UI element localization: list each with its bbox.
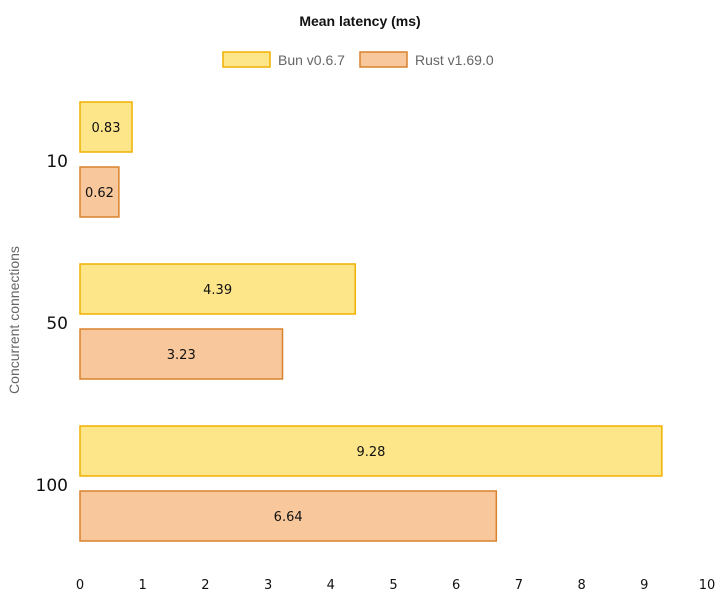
- data-label-rust-10: 0.62: [85, 186, 114, 201]
- category-label-100: 100: [36, 476, 68, 496]
- x-axis-ticks: 0 1 2 3 4 5 6 7 8 9 10: [76, 578, 715, 593]
- x-tick-label-5: 5: [389, 578, 397, 593]
- x-tick-label-4: 4: [327, 578, 335, 593]
- chart-title: Mean latency (ms): [299, 13, 420, 29]
- bar-bun-100[interactable]: [79, 425, 663, 477]
- legend-item-bun[interactable]: Bun v0.6.7: [222, 51, 345, 68]
- legend-swatch-bun: [222, 51, 271, 68]
- category-label-50: 50: [46, 314, 68, 334]
- legend-label-bun: Bun v0.6.7: [278, 52, 345, 68]
- bar-rust-50[interactable]: [79, 328, 284, 380]
- legend-label-rust: Rust v1.69.0: [415, 52, 494, 68]
- x-tick-label-2: 2: [201, 578, 209, 593]
- x-tick-label-1: 1: [139, 578, 147, 593]
- data-label-rust-50: 3.23: [167, 348, 196, 363]
- bar-rust-10[interactable]: [79, 166, 120, 218]
- legend-item-rust[interactable]: Rust v1.69.0: [359, 51, 494, 68]
- legend: Bun v0.6.7 Rust v1.69.0: [222, 51, 494, 68]
- bar-bun-50[interactable]: [79, 263, 357, 315]
- x-tick-label-10: 10: [699, 578, 716, 593]
- legend-swatch-rust: [359, 51, 408, 68]
- category-labels: 10 50 100: [36, 152, 68, 496]
- x-tick-label-7: 7: [515, 578, 523, 593]
- x-tick-label-3: 3: [264, 578, 272, 593]
- x-tick-label-6: 6: [452, 578, 460, 593]
- data-label-bun-10: 0.83: [92, 121, 121, 136]
- y-axis-label: Concurrent connections: [6, 246, 22, 394]
- data-label-bun-100: 9.28: [356, 445, 385, 460]
- category-label-10: 10: [46, 152, 68, 172]
- data-label-rust-100: 6.64: [274, 510, 303, 525]
- x-tick-label-9: 9: [640, 578, 648, 593]
- bar-bun-10[interactable]: [79, 101, 133, 153]
- bars-group: 0.83 0.62 4.39 3.23 9.28 6.64: [79, 101, 663, 542]
- bar-rust-100[interactable]: [79, 490, 498, 542]
- x-tick-label-8: 8: [577, 578, 585, 593]
- data-label-bun-50: 4.39: [203, 283, 232, 298]
- x-tick-label-0: 0: [76, 578, 84, 593]
